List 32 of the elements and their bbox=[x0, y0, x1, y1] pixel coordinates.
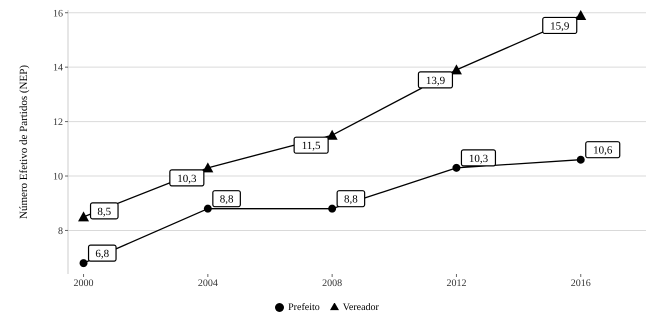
data-label: 8,5 bbox=[97, 206, 112, 218]
data-label: 10,3 bbox=[468, 152, 489, 165]
y-tick-label: 10 bbox=[53, 172, 63, 183]
point bbox=[80, 259, 88, 268]
x-tick-label: 2016 bbox=[570, 278, 591, 290]
y-tick-label: 16 bbox=[53, 8, 63, 20]
data-label: 13,9 bbox=[426, 74, 446, 87]
point bbox=[326, 130, 338, 140]
point bbox=[204, 204, 212, 213]
data-label: 11,5 bbox=[302, 140, 322, 152]
point bbox=[78, 211, 90, 222]
data-label: 15,9 bbox=[550, 20, 570, 32]
x-tick-label: 2008 bbox=[322, 278, 342, 290]
data-label: 10,3 bbox=[177, 172, 197, 185]
legend-label: Prefeito bbox=[288, 302, 320, 313]
data-label: 8,8 bbox=[344, 194, 358, 206]
data-label: 10,6 bbox=[593, 144, 613, 157]
point bbox=[202, 162, 214, 172]
x-tick-label: 2012 bbox=[446, 278, 466, 290]
data-label: 6,8 bbox=[95, 248, 110, 260]
x-tick-label: 2000 bbox=[74, 278, 94, 290]
y-tick-label: 14 bbox=[53, 62, 63, 74]
y-axis-title: Número Efetivo de Partidos (NEP) bbox=[18, 64, 30, 219]
legend-label: Vereador bbox=[342, 302, 379, 313]
point bbox=[575, 10, 586, 20]
point bbox=[576, 156, 585, 164]
point bbox=[452, 164, 460, 172]
x-tick-label: 2004 bbox=[198, 278, 218, 290]
y-tick-label: 12 bbox=[53, 117, 63, 128]
y-tick-label: 8 bbox=[58, 226, 63, 238]
data-label: 8,8 bbox=[220, 194, 234, 206]
point bbox=[328, 204, 336, 213]
